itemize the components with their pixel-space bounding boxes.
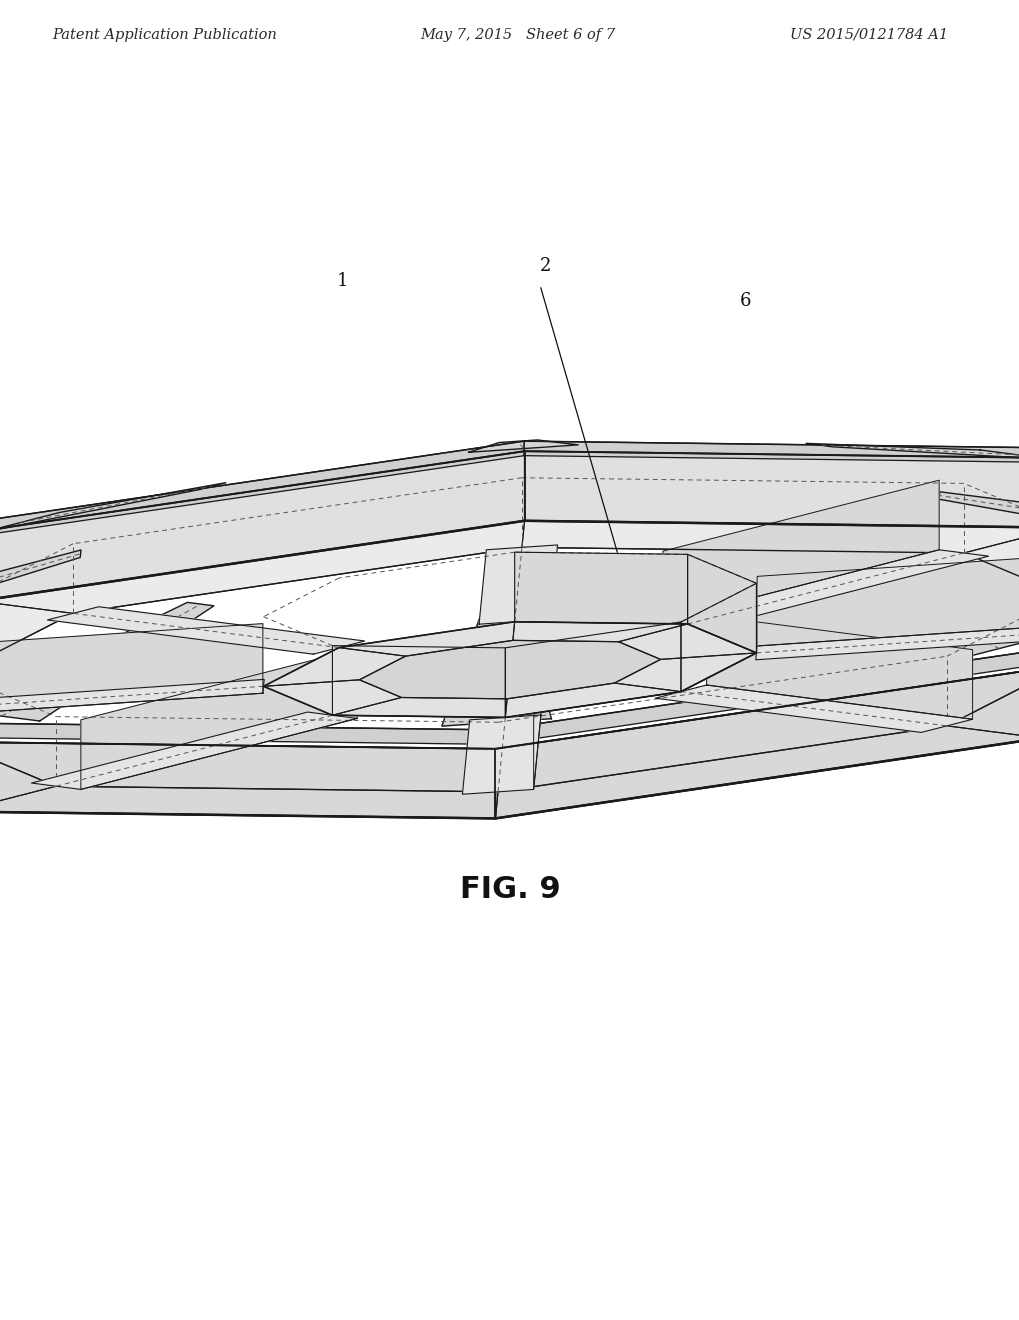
Text: US 2015/0121784 A1: US 2015/0121784 A1 [790,28,948,42]
Polygon shape [613,653,756,692]
Polygon shape [793,560,1019,659]
Polygon shape [513,622,687,642]
Polygon shape [805,444,1019,459]
Polygon shape [938,492,1019,548]
Polygon shape [81,649,357,789]
Text: 2: 2 [539,257,551,275]
Polygon shape [338,622,515,656]
Polygon shape [524,451,1019,528]
Polygon shape [504,682,681,718]
Polygon shape [332,697,506,718]
Text: 1: 1 [336,272,347,290]
Text: 6: 6 [739,292,751,310]
Polygon shape [441,607,551,726]
Polygon shape [468,440,578,453]
Polygon shape [0,521,524,614]
Polygon shape [263,648,406,686]
Polygon shape [0,723,495,744]
Text: FIG. 9: FIG. 9 [460,875,559,904]
Polygon shape [0,602,214,721]
Polygon shape [662,480,938,620]
Polygon shape [359,640,660,698]
Polygon shape [0,787,497,818]
Polygon shape [755,620,1019,660]
Polygon shape [662,550,987,627]
Text: May 7, 2015   Sheet 6 of 7: May 7, 2015 Sheet 6 of 7 [420,28,614,42]
Polygon shape [654,685,972,733]
Polygon shape [479,545,557,624]
Polygon shape [0,483,226,533]
Polygon shape [515,552,687,624]
Polygon shape [756,550,1019,645]
Polygon shape [332,645,504,718]
Polygon shape [32,711,357,789]
Polygon shape [0,742,495,818]
Polygon shape [0,623,263,719]
Polygon shape [946,618,1019,738]
Polygon shape [0,601,73,722]
Text: Patent Application Publication: Patent Application Publication [52,28,276,42]
Polygon shape [681,583,756,692]
Polygon shape [495,652,1019,744]
Polygon shape [47,607,365,655]
Polygon shape [522,521,1019,553]
Polygon shape [706,615,972,719]
Polygon shape [0,550,81,644]
Polygon shape [0,680,264,719]
Polygon shape [963,528,1019,627]
Polygon shape [618,624,756,660]
Polygon shape [533,645,540,789]
Polygon shape [524,441,1019,462]
Polygon shape [687,554,756,653]
Polygon shape [495,726,1019,818]
Polygon shape [504,622,681,718]
Polygon shape [462,715,540,795]
Polygon shape [0,713,56,812]
Polygon shape [0,451,524,601]
Polygon shape [495,668,1019,818]
Polygon shape [0,441,524,533]
Polygon shape [263,680,401,715]
